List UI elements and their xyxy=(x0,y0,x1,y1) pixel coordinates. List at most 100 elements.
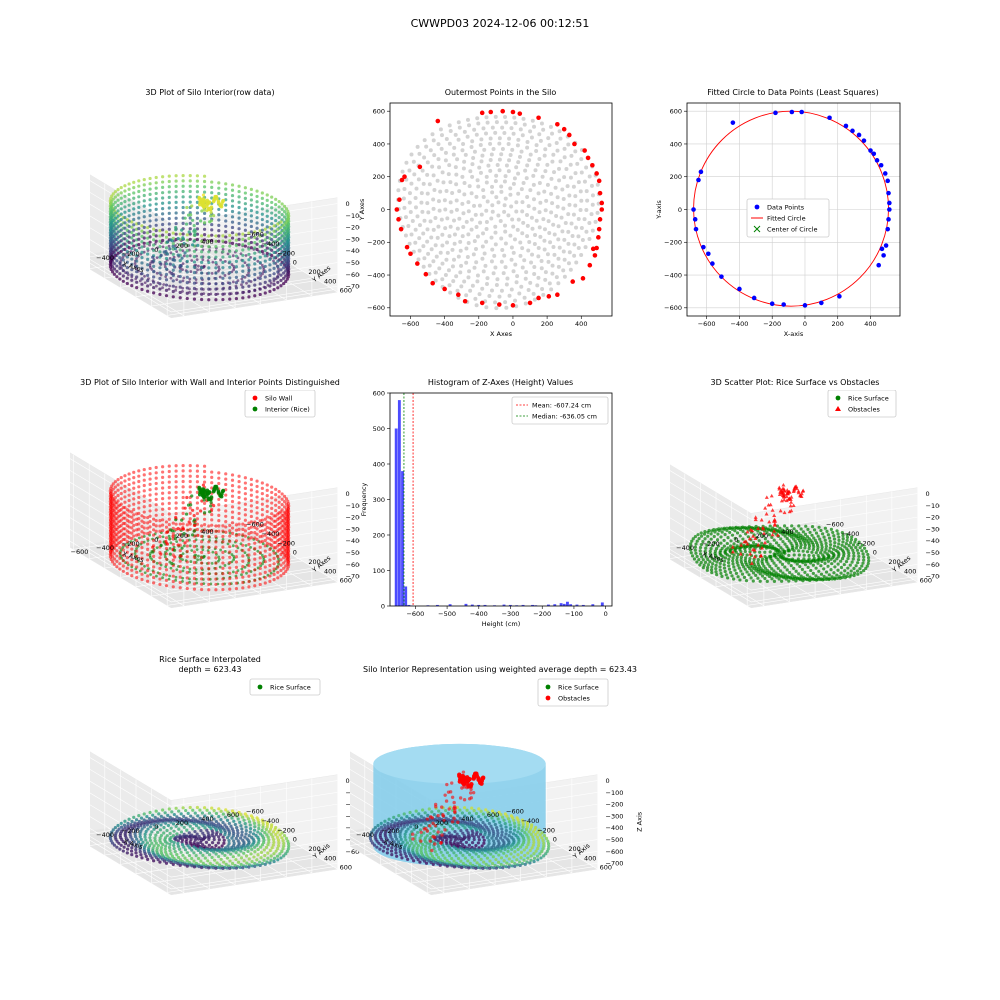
wall-point xyxy=(280,502,284,507)
wall-point xyxy=(285,272,289,276)
wall-point xyxy=(116,251,120,255)
wall-point xyxy=(279,252,283,256)
wall-point xyxy=(111,197,115,201)
wall-point xyxy=(119,217,123,222)
histogram-bar xyxy=(401,471,404,606)
wall-point xyxy=(207,524,211,528)
data-point xyxy=(417,236,422,241)
wall-point xyxy=(158,529,162,533)
legend-marker xyxy=(252,395,258,401)
wall-point xyxy=(265,193,269,197)
rice-point xyxy=(811,563,815,567)
wall-point xyxy=(279,278,283,283)
rice-point xyxy=(860,549,864,553)
data-point xyxy=(436,142,441,147)
wall-point xyxy=(140,556,144,560)
data-point xyxy=(522,258,527,263)
obstacle-marker xyxy=(743,539,748,543)
y-tick-label: −200 xyxy=(277,249,295,257)
rice-point xyxy=(803,570,807,575)
surface-point xyxy=(192,835,196,839)
wall-point xyxy=(253,584,257,588)
data-point xyxy=(469,191,474,196)
floor-point xyxy=(161,576,164,580)
wall-point xyxy=(132,201,136,206)
wall-point xyxy=(123,231,127,236)
wall-point xyxy=(171,574,175,578)
data-point xyxy=(466,232,471,237)
rice-point xyxy=(729,570,733,575)
wall-point xyxy=(263,517,267,521)
rice-point xyxy=(720,530,724,534)
wall-point xyxy=(158,292,162,296)
data-point xyxy=(514,200,519,205)
wall-point xyxy=(255,506,259,510)
wall-point xyxy=(217,476,221,480)
wall-point xyxy=(255,247,259,252)
wall-point xyxy=(234,576,239,580)
obstacle-point xyxy=(208,220,212,224)
surface-point xyxy=(159,833,164,838)
rice-point xyxy=(770,577,774,581)
data-point xyxy=(550,159,555,164)
data-point xyxy=(456,254,461,259)
wall-point xyxy=(178,564,182,569)
data-point xyxy=(508,233,513,238)
wall-point xyxy=(272,530,276,534)
histogram-bar xyxy=(477,604,481,606)
outermost-point xyxy=(456,292,461,297)
data-point xyxy=(471,252,476,257)
wall-point xyxy=(237,485,241,489)
rice-point xyxy=(706,534,710,538)
chart-title: Rice Surface Interpolated xyxy=(159,655,261,664)
rice-point xyxy=(710,565,714,569)
surface-point xyxy=(150,841,154,845)
wall-point xyxy=(125,260,129,264)
rice-point xyxy=(856,551,861,555)
data-point xyxy=(410,219,415,224)
wall-point xyxy=(249,214,253,218)
wall-point xyxy=(255,189,259,193)
chart-3d-raw: −600−400−20002004006004002000−200−400−60… xyxy=(90,173,360,319)
data-point xyxy=(510,217,515,222)
data-point xyxy=(546,259,551,264)
wall-point xyxy=(152,565,156,569)
rice-point xyxy=(810,533,814,537)
rice-point xyxy=(807,547,811,551)
wall-point xyxy=(265,219,269,224)
wall-point xyxy=(284,279,288,284)
wall-point xyxy=(253,272,257,277)
wall-point xyxy=(185,233,189,237)
z-tick-label: 0 xyxy=(346,490,350,498)
wall-point xyxy=(113,200,117,204)
rice-point xyxy=(741,525,745,529)
wall-point xyxy=(221,534,225,539)
z-tick-label: −500 xyxy=(926,549,941,557)
surface-point xyxy=(153,839,157,843)
obstacle-marker xyxy=(756,542,761,547)
wall-point xyxy=(154,228,158,233)
y-tick-label: 600 xyxy=(373,107,385,115)
obstacle-marker xyxy=(785,488,790,492)
wall-point xyxy=(111,255,115,260)
wall-point xyxy=(263,533,267,537)
rice-point xyxy=(777,543,781,547)
wall-point xyxy=(108,555,113,559)
wall-point xyxy=(181,173,185,178)
surface-point xyxy=(255,843,259,847)
obstacle-marker xyxy=(772,528,777,533)
data-point xyxy=(451,257,456,262)
obstacle-marker xyxy=(770,508,775,512)
wall-point xyxy=(181,474,185,478)
surface-point xyxy=(144,838,148,842)
wall-point xyxy=(116,198,120,202)
wall-point xyxy=(188,490,192,494)
wall-point xyxy=(276,523,280,527)
wall-point xyxy=(113,496,117,500)
wall-point xyxy=(284,263,288,268)
wall-point xyxy=(282,500,287,504)
rice-point xyxy=(770,535,774,539)
data-point xyxy=(497,136,502,141)
data-point xyxy=(595,210,600,215)
wall-point xyxy=(210,191,214,195)
